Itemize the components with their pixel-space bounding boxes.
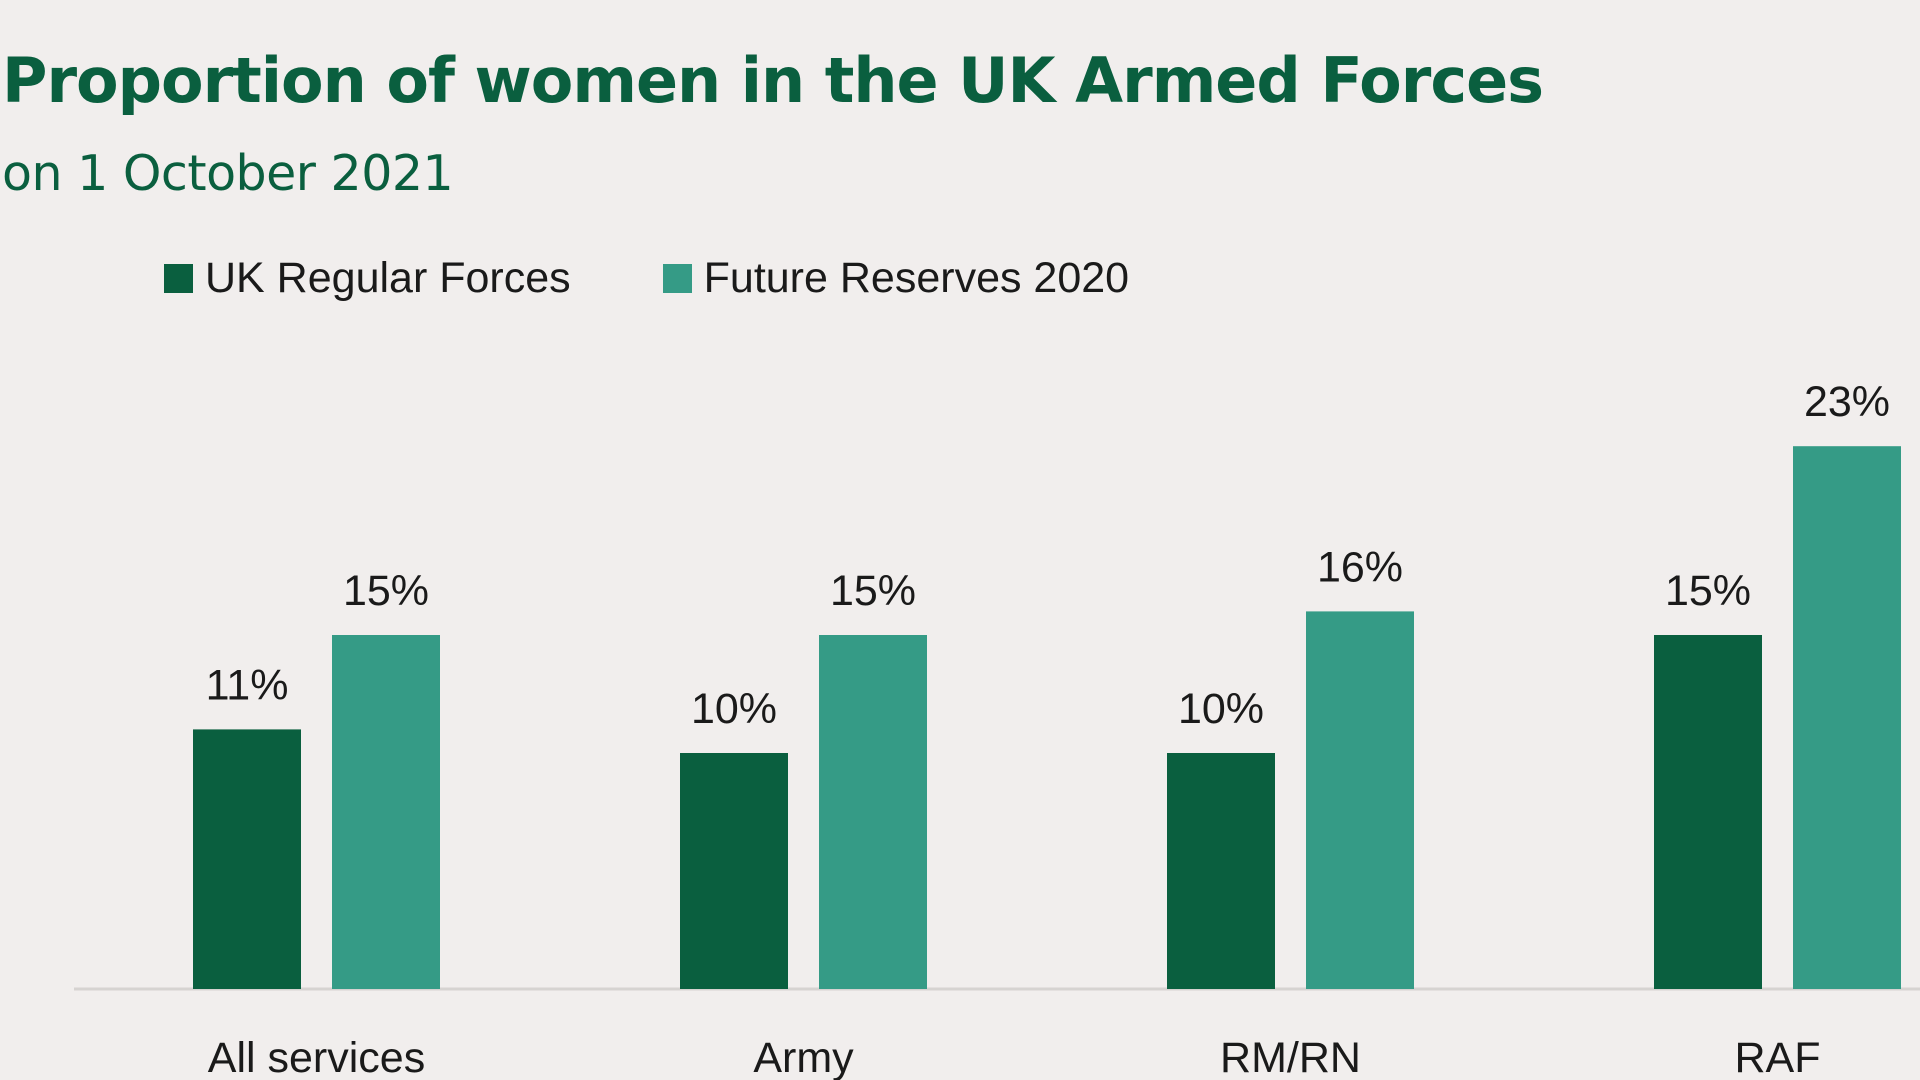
chart-legend: UK Regular Forces Future Reserves 2020 <box>164 254 1221 303</box>
legend-item-regular: UK Regular Forces <box>164 254 571 303</box>
data-label-regular-2: 10% <box>1178 685 1264 733</box>
category-label-0: All services <box>208 1034 425 1080</box>
data-label-regular-0: 11% <box>206 661 289 709</box>
bar-reserves-1 <box>819 635 927 989</box>
bar-regular-2 <box>1167 753 1275 989</box>
bar-reserves-0 <box>332 635 440 989</box>
bar-reserves-2 <box>1306 611 1414 989</box>
chart-subtitle: on 1 October 2021 <box>2 145 454 202</box>
data-label-regular-3: 15% <box>1665 567 1751 615</box>
legend-item-reserves: Future Reserves 2020 <box>662 254 1130 303</box>
legend-label-regular: UK Regular Forces <box>205 254 571 302</box>
data-label-regular-1: 10% <box>691 685 777 733</box>
category-label-2: RM/RN <box>1220 1034 1361 1080</box>
legend-swatch-reserves <box>662 264 692 293</box>
data-label-reserves-1: 15% <box>830 567 916 615</box>
bar-reserves-3 <box>1793 446 1901 989</box>
category-label-3: RAF <box>1735 1034 1821 1080</box>
data-label-reserves-3: 23% <box>1804 378 1890 426</box>
chart-title: Proportion of women in the UK Armed Forc… <box>2 44 1544 117</box>
bar-regular-0 <box>193 729 301 989</box>
legend-swatch-regular <box>164 264 193 293</box>
legend-label-reserves: Future Reserves 2020 <box>703 254 1130 302</box>
data-label-reserves-2: 16% <box>1317 543 1403 591</box>
data-label-reserves-0: 15% <box>343 567 429 615</box>
category-label-1: Army <box>753 1034 854 1080</box>
bar-regular-1 <box>680 753 788 989</box>
bar-regular-3 <box>1654 635 1762 989</box>
